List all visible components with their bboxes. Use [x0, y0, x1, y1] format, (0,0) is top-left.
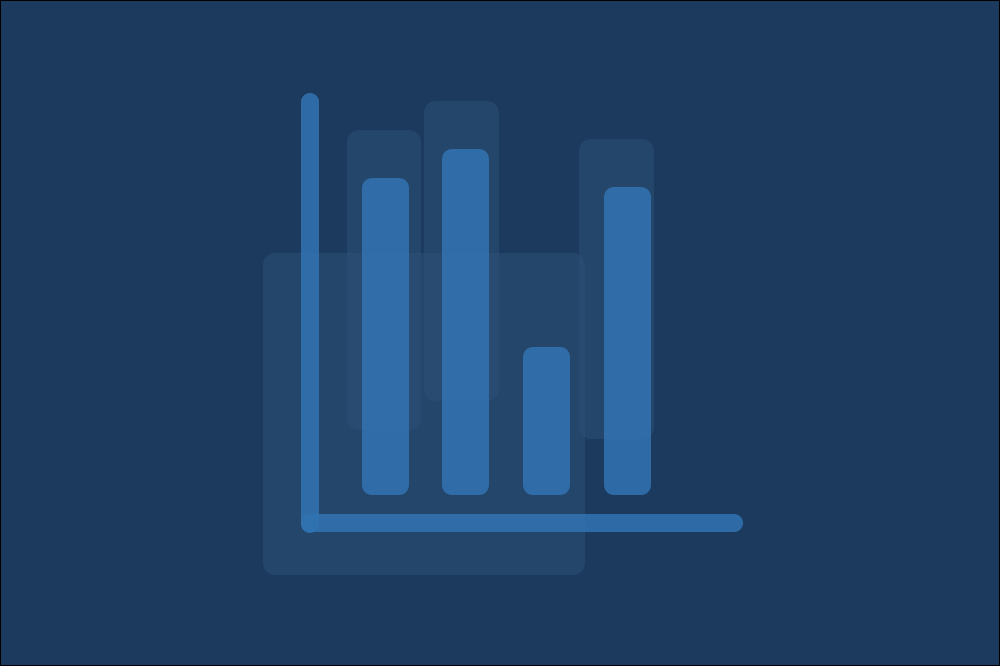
bar-2 [442, 149, 489, 495]
chart-placeholder-card [0, 0, 1000, 666]
bar-chart-icon [1, 1, 999, 665]
y-axis [301, 93, 319, 533]
bar-3 [523, 347, 570, 495]
x-axis [301, 514, 743, 532]
bar-1 [362, 178, 409, 495]
bar-4 [604, 187, 651, 495]
